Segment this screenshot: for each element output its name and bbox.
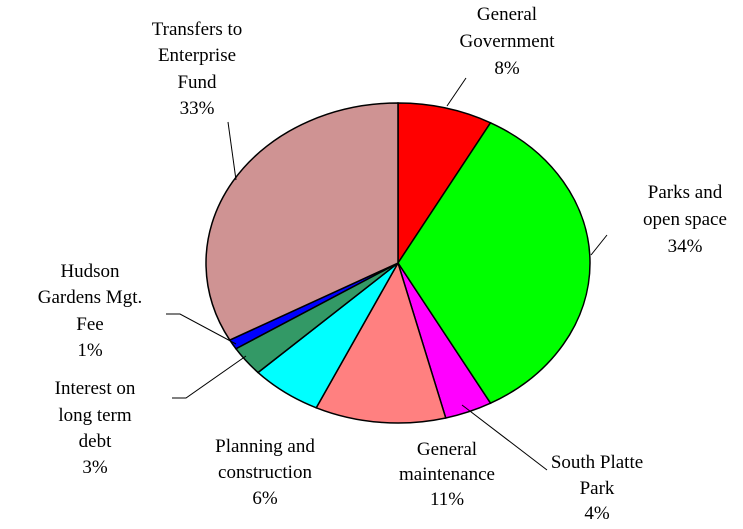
slice-label: General Government 8%: [460, 4, 556, 79]
label-line: maintenance: [399, 464, 495, 485]
label-line: Gardens Mgt.: [38, 287, 142, 308]
value-label: 8%: [494, 58, 520, 79]
slice-label: Planning and construction 6%: [215, 436, 315, 509]
label-line: construction: [218, 462, 312, 483]
slice-label: Parks and open space 34%: [643, 182, 727, 257]
pie-slice: [397, 121, 591, 405]
pie-slice: [315, 261, 447, 424]
label-line: open space: [643, 209, 727, 230]
value-label: 1%: [77, 340, 103, 361]
label-line: South Platte: [551, 452, 643, 473]
label-line: Interest on: [55, 378, 136, 399]
label-line: Transfers to: [152, 19, 243, 40]
label-line: Parks and: [648, 182, 723, 203]
label-line: Planning and: [215, 436, 315, 457]
value-label: 33%: [180, 98, 215, 119]
leader-line: [172, 355, 247, 399]
label-line: Hudson: [60, 261, 120, 282]
slice-label: South Platte Park 4%: [551, 452, 643, 524]
value-label: 11%: [430, 489, 464, 510]
leader-line: [166, 313, 237, 345]
label-line: General: [417, 439, 477, 460]
label-line: General: [477, 4, 537, 25]
leader-line: [461, 404, 548, 471]
value-label: 34%: [668, 236, 703, 257]
label-line: Enterprise: [158, 45, 236, 66]
value-label: 3%: [82, 457, 108, 478]
slice-label: Transfers to Enterprise Fund 33%: [152, 19, 243, 119]
leader-line: [446, 77, 467, 107]
label-line: Park: [580, 478, 615, 499]
label-line: debt: [79, 431, 112, 452]
pie-slice: [205, 102, 399, 342]
leader-line: [227, 121, 237, 181]
slice-label: Interest on long term debt 3%: [55, 378, 136, 478]
label-line: Government: [460, 31, 556, 52]
slice-label: General maintenance 11%: [399, 439, 495, 510]
label-line: Fund: [177, 72, 217, 93]
label-line: long term: [58, 405, 132, 426]
pie-slice: [397, 102, 492, 266]
value-label: 6%: [252, 488, 278, 509]
value-label: 4%: [584, 503, 610, 524]
label-line: Fee: [76, 314, 103, 335]
slice-label: Hudson Gardens Mgt. Fee 1%: [38, 261, 142, 361]
leader-line: [590, 234, 608, 256]
